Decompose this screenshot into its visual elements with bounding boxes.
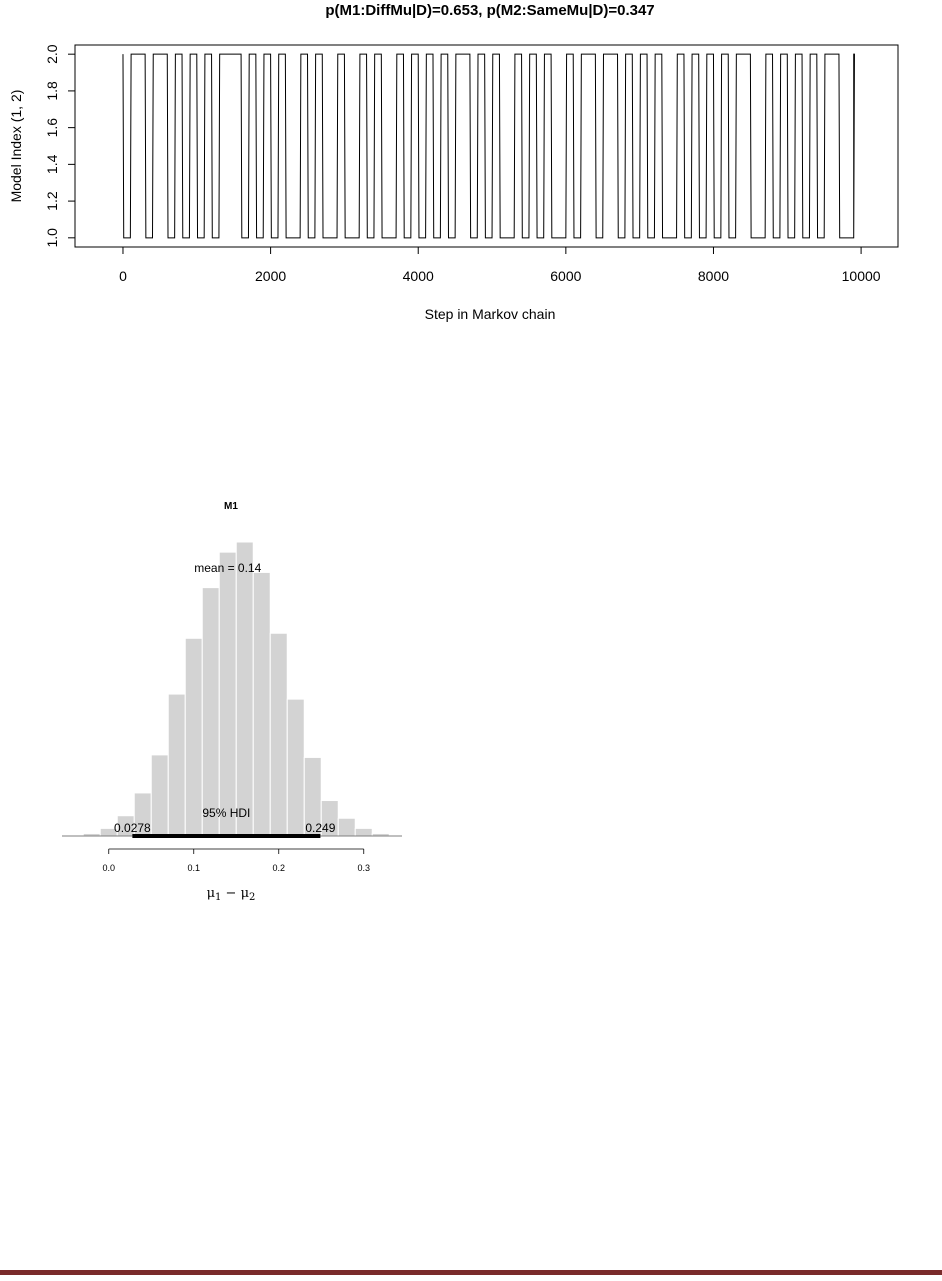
hist-bar [286, 698, 305, 837]
trace-y-tick-label: 2.0 [44, 44, 60, 64]
trace-plot-frame [74, 44, 899, 248]
trace-y-tick-label: 1.8 [44, 81, 60, 101]
trace-x-label: Step in Markov chain [425, 306, 556, 322]
hist-bar [201, 587, 220, 837]
trace-y-tick-label: 1.0 [44, 228, 60, 248]
hist-bar [235, 541, 254, 837]
hist-bar [167, 693, 186, 837]
trace-x-tick-label: 6000 [550, 268, 581, 284]
trace-y-tick-label: 1.2 [44, 191, 60, 211]
posterior-histogram: M1 95% HDI 0.0278 0.249 mean = 0.14 0.0 0… [62, 501, 402, 903]
trace-y-tick-label: 1.6 [44, 118, 60, 138]
trace-x-tick-label: 10000 [842, 268, 881, 284]
hist-bar [150, 754, 169, 837]
hist-bar [269, 632, 288, 837]
trace-y-tick-label: 1.4 [44, 154, 60, 174]
trace-y-axis: 1.0 1.2 1.4 1.6 1.8 2.0 [44, 44, 75, 248]
hist-x-tick-label: 0.2 [272, 863, 285, 873]
hist-x-label-sep: − [221, 886, 240, 901]
hdi-label: 95% HDI [202, 806, 250, 820]
trace-series-line [122, 53, 855, 239]
page-footer-bar [0, 1270, 942, 1275]
trace-title: p(M1:DiffMu|D)=0.653, p(M2:SameMu|D)=0.3… [325, 2, 654, 19]
hist-bar [337, 817, 356, 837]
hist-title: M1 [224, 501, 238, 512]
hdi-low-label: 0.0278 [114, 821, 151, 835]
hist-bar [82, 832, 101, 837]
hist-x-tick-label: 0.1 [187, 863, 200, 873]
hist-x-tick-label: 0.0 [102, 863, 115, 873]
hist-x-label-mu1: μ [207, 886, 215, 901]
hist-bars [82, 541, 390, 837]
trace-x-tick-label: 0 [119, 268, 127, 284]
trace-x-axis: 0 2000 4000 6000 8000 10000 [119, 247, 881, 284]
hist-x-label: μ1 − μ2 [207, 886, 256, 903]
hist-x-label-mu2: μ [241, 886, 249, 901]
trace-chart: p(M1:DiffMu|D)=0.653, p(M2:SameMu|D)=0.3… [8, 2, 899, 322]
hist-bar [371, 832, 390, 837]
hist-x-tick-label: 0.3 [357, 863, 370, 873]
hist-bar [354, 827, 373, 837]
hist-x-axis: 0.0 0.1 0.2 0.3 [102, 848, 370, 873]
hdi-high-label: 0.249 [305, 821, 335, 835]
hist-x-label-sub2: 2 [249, 892, 255, 903]
hist-x-label-sub1: 1 [215, 892, 221, 903]
trace-x-tick-label: 4000 [403, 268, 434, 284]
mean-label: mean = 0.14 [194, 561, 261, 575]
trace-y-label: Model Index (1, 2) [8, 90, 24, 203]
hist-bar [252, 571, 271, 837]
hist-bar [218, 551, 237, 837]
hist-bar [184, 637, 203, 837]
trace-x-tick-label: 2000 [255, 268, 286, 284]
trace-x-tick-label: 8000 [698, 268, 729, 284]
